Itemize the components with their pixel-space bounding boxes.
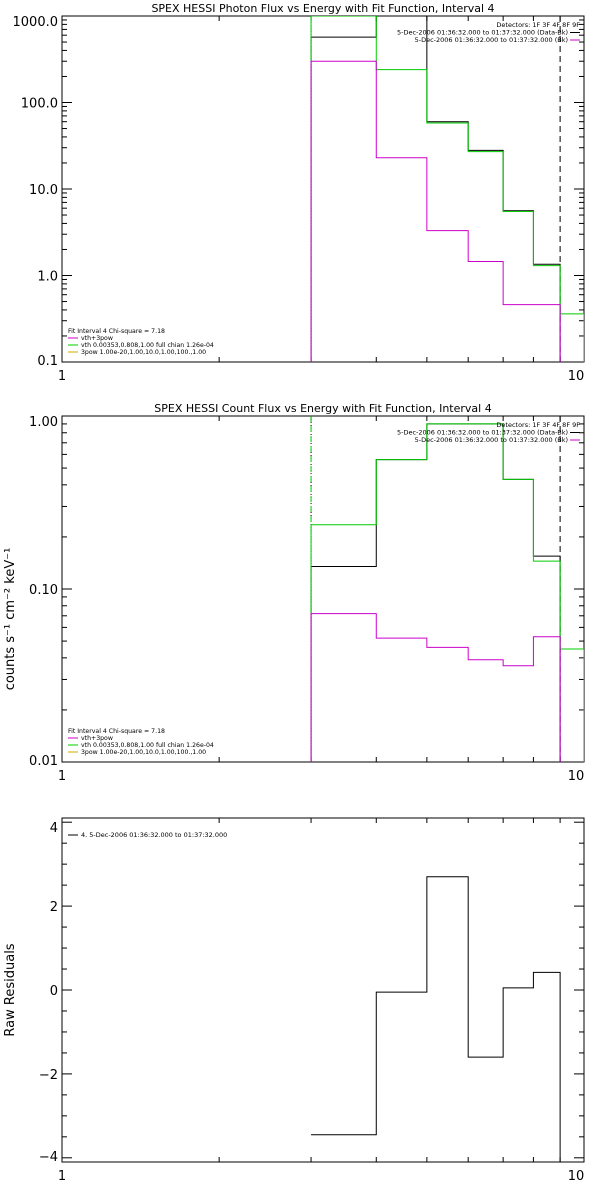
series-data-line	[310, 16, 561, 362]
legend-bottom-entry: Fit Interval 4 Chi-square = 7.18	[68, 328, 165, 335]
legend-top-entry: 5-Dec-2006 01:36:32.000 to 01:37:32.000 …	[415, 36, 568, 44]
y-tick-label: 0	[50, 984, 58, 999]
y-tick-label: 1.00	[29, 415, 58, 430]
y-tick-label: 2	[50, 900, 58, 915]
axis-frame	[61, 817, 585, 1163]
legend-bottom-entry: Fit Interval 4 Chi-square = 7.18	[68, 728, 165, 735]
legend-bottom-entry: 3pow 1.00e-20,1.00,10.0,1.00,100.,1.00	[81, 749, 206, 756]
y-tick-label: 0.01	[29, 754, 58, 769]
y-tick-label: −4	[39, 1150, 58, 1165]
series-bk-line	[310, 613, 561, 762]
y-tick-label: 0.10	[29, 583, 58, 598]
y-axis-label: Raw Residuals	[3, 943, 18, 1036]
y-tick-label: 1.0	[37, 270, 58, 285]
x-tick-label: 1	[58, 1169, 66, 1184]
legend-left-entry: 4. 5-Dec-2006 01:36:32.000 to 01:37:32.0…	[81, 831, 227, 839]
x-tick-label: 1	[58, 769, 66, 784]
legend-top-entry: 5-Dec-2006 01:36:32.000 to 01:37:32.000 …	[397, 429, 568, 437]
legend-top-entry: 5-Dec-2006 01:36:32.000 to 01:37:32.000 …	[397, 29, 568, 37]
legend-top-entry: Detectors: 1F 3F 4F 8F 9F	[496, 421, 580, 429]
chart-title: SPEX HESSI Count Flux vs Energy with Fit…	[154, 402, 491, 415]
y-tick-label: 10.0	[29, 183, 58, 198]
legend-bottom-entry: vth+3pow	[81, 735, 113, 742]
axis-frame	[61, 15, 585, 363]
x-tick-label: 10	[568, 1169, 585, 1184]
y-axis-label: counts s⁻¹ cm⁻² keV⁻¹	[3, 548, 18, 691]
legend-top-entry: 5-Dec-2006 01:36:32.000 to 01:37:32.000 …	[415, 436, 568, 444]
series-residuals-line	[311, 876, 561, 1162]
y-tick-label: 1000.0	[13, 15, 59, 30]
count-flux-panel: SPEX HESSI Count Flux vs Energy with Fit…	[3, 402, 585, 784]
legend-bottom-entry: vth 0.00353,0.808,1.00 full chian 1.26e-…	[81, 342, 214, 349]
series-bk-line	[310, 60, 561, 362]
photon-flux-panel: SPEX HESSI Photon Flux vs Energy with Fi…	[13, 2, 585, 384]
residuals-panel: 1 10 −4 −2 0 2 4 Raw Residuals 4. 5-Dec-2006 01:…	[3, 817, 585, 1184]
y-tick-label: −2	[39, 1068, 58, 1083]
axis-frame	[61, 415, 585, 763]
x-tick-label: 10	[568, 369, 585, 384]
chart-title: SPEX HESSI Photon Flux vs Energy with Fi…	[151, 2, 494, 15]
legend-bottom-entry: vth 0.00353,0.808,1.00 full chian 1.26e-…	[81, 742, 214, 749]
y-tick-label: 0.1	[37, 354, 58, 369]
y-tick-label: 4	[50, 821, 58, 836]
legend-bottom-entry: 3pow 1.00e-20,1.00,10.0,1.00,100.,1.00	[81, 349, 206, 356]
x-tick-label: 10	[568, 769, 585, 784]
x-tick-label: 1	[58, 369, 66, 384]
legend-bottom-entry: vth+3pow	[81, 335, 113, 342]
y-tick-label: 100.0	[21, 97, 58, 112]
series-total-line	[310, 423, 584, 762]
legend-top-entry: Detectors: 1F 3F 4F 8F 9F	[496, 21, 580, 29]
series-total-line	[310, 16, 584, 362]
series-data-line	[310, 423, 561, 762]
